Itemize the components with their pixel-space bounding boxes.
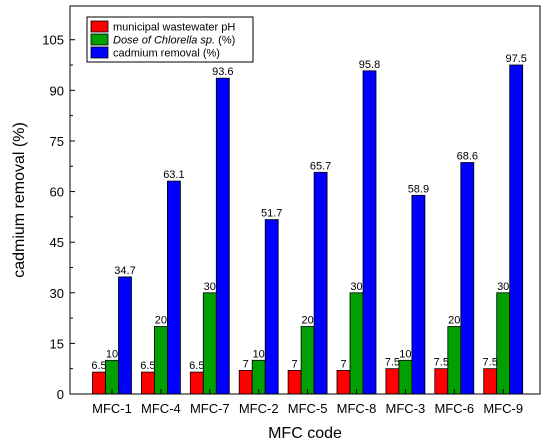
x-tick-label: MFC-3 bbox=[386, 401, 426, 416]
data-label: 10 bbox=[399, 348, 411, 360]
bar bbox=[166, 180, 181, 395]
bar bbox=[509, 64, 524, 395]
legend-swatch bbox=[90, 20, 109, 33]
legend-entry-italic: Dose of Chlorella sp. bbox=[113, 35, 215, 47]
bar bbox=[411, 194, 426, 395]
data-label: 68.6 bbox=[457, 151, 478, 163]
bar bbox=[398, 359, 413, 395]
data-label: 7.5 bbox=[385, 357, 400, 369]
y-axis: 0 15 30 45 60 75 90 105 bbox=[42, 33, 75, 402]
bar bbox=[105, 359, 119, 395]
bar bbox=[251, 359, 266, 395]
y-axis-title: cadmium removal (%) bbox=[11, 122, 28, 278]
x-axis: MFC-1 MFC-4 MFC-7 MFC-2 MFC-5 MFC-8 MFC-3 MFC-6… bbox=[92, 389, 523, 416]
data-label: 97.5 bbox=[505, 53, 526, 65]
data-label: 34.7 bbox=[114, 265, 135, 277]
y-tick-label: 60 bbox=[50, 185, 64, 200]
bar bbox=[118, 276, 132, 395]
bar bbox=[362, 70, 377, 395]
bar bbox=[496, 292, 511, 395]
x-tick-label: MFC-1 bbox=[92, 401, 132, 416]
y-tick-label: 90 bbox=[50, 83, 64, 98]
data-labels: 6.51034.76.52063.16.53093.671051.772065.… bbox=[91, 53, 527, 372]
bar bbox=[92, 371, 106, 395]
x-tick-label: MFC-7 bbox=[190, 401, 230, 416]
x-tick-label: MFC-2 bbox=[239, 401, 279, 416]
y-tick-label: 45 bbox=[50, 235, 64, 250]
bar bbox=[153, 326, 168, 395]
data-label: 20 bbox=[448, 315, 460, 327]
data-label: 95.8 bbox=[359, 59, 380, 71]
data-label: 7.5 bbox=[483, 357, 498, 369]
data-label: 58.9 bbox=[408, 183, 429, 195]
x-tick-label: MFC-9 bbox=[483, 401, 523, 416]
x-tick-label: MFC-6 bbox=[434, 401, 474, 416]
legend-entry-suffix: (%) bbox=[215, 35, 235, 47]
y-tick-label: 30 bbox=[50, 286, 64, 301]
legend-entry: municipal wastewater pH bbox=[113, 22, 235, 34]
data-label: 20 bbox=[155, 315, 167, 327]
bar bbox=[287, 369, 302, 395]
data-label: 20 bbox=[301, 315, 313, 327]
legend-entry: Dose of Chlorella sp. (%) bbox=[113, 35, 235, 47]
data-label: 6.5 bbox=[140, 360, 155, 372]
bar bbox=[434, 368, 449, 395]
bar bbox=[202, 292, 217, 395]
legend-swatch bbox=[90, 46, 109, 59]
data-label: 10 bbox=[253, 348, 265, 360]
bar bbox=[189, 371, 204, 395]
data-label: 7 bbox=[340, 358, 346, 370]
x-tick-label: MFC-5 bbox=[288, 401, 328, 416]
x-axis-title: MFC code bbox=[268, 425, 342, 442]
y-tick-label: 15 bbox=[50, 336, 64, 351]
y-tick-label: 105 bbox=[42, 33, 64, 48]
data-label: 7 bbox=[243, 358, 249, 370]
bar bbox=[300, 326, 315, 395]
data-label: 30 bbox=[497, 281, 509, 293]
bar bbox=[460, 162, 475, 395]
legend-frame bbox=[86, 16, 254, 63]
legend-entry: cadmium removal (%) bbox=[113, 48, 220, 60]
x-tick-label: MFC-4 bbox=[141, 401, 181, 416]
bar bbox=[336, 369, 351, 395]
data-label: 10 bbox=[106, 348, 118, 360]
plot-frame bbox=[69, 5, 541, 395]
data-label: 7.5 bbox=[434, 357, 449, 369]
data-label: 51.7 bbox=[261, 208, 282, 220]
data-label: 93.6 bbox=[212, 66, 233, 78]
data-label: 6.5 bbox=[91, 360, 106, 372]
bar bbox=[349, 292, 364, 395]
bar bbox=[483, 368, 498, 395]
data-label: 63.1 bbox=[163, 169, 184, 181]
data-label: 6.5 bbox=[189, 360, 204, 372]
bar bbox=[238, 369, 253, 395]
bars bbox=[92, 64, 524, 395]
bar bbox=[264, 219, 279, 395]
y-tick-label: 75 bbox=[50, 134, 64, 149]
x-tick-label: MFC-8 bbox=[337, 401, 377, 416]
data-label: 30 bbox=[350, 281, 362, 293]
bar bbox=[385, 368, 400, 395]
data-label: 7 bbox=[292, 358, 298, 370]
bar bbox=[140, 371, 155, 395]
y-tick-label: 0 bbox=[57, 387, 64, 402]
bar bbox=[313, 171, 328, 395]
bar bbox=[447, 326, 462, 395]
bar bbox=[215, 77, 230, 395]
data-label: 30 bbox=[204, 281, 216, 293]
data-label: 65.7 bbox=[310, 160, 331, 172]
legend-swatch bbox=[90, 33, 109, 46]
